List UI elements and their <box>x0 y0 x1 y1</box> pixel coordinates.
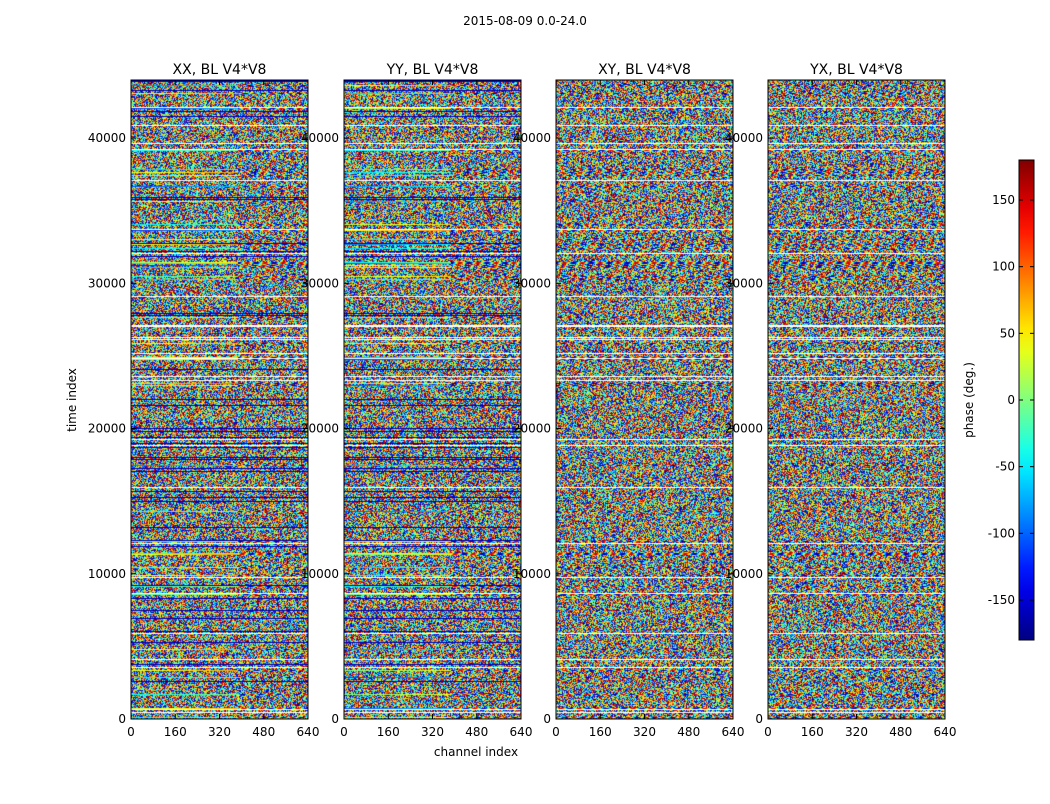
x-tick-label: 320 <box>421 725 444 739</box>
colorbar-tick-label: -100 <box>988 526 1015 540</box>
y-tick-label: 0 <box>755 712 763 726</box>
y-tick-label: 30000 <box>513 276 551 290</box>
y-tick-label: 10000 <box>513 567 551 581</box>
x-tick-label: 640 <box>934 725 957 739</box>
panel-title-1: XX, BL V4*V8 <box>173 62 267 78</box>
x-tick-label: 160 <box>801 725 824 739</box>
colorbar-tick-label: 0 <box>1007 393 1015 407</box>
colorbar-tick-label: 150 <box>992 193 1015 207</box>
y-tick-label: 20000 <box>513 422 551 436</box>
y-tick-label: 20000 <box>88 422 126 436</box>
x-tick-label: 480 <box>465 725 488 739</box>
heatmap-panel-1 <box>131 80 308 719</box>
x-tick-label: 320 <box>633 725 656 739</box>
panel-title-2: YY, BL V4*V8 <box>386 62 479 78</box>
x-tick-label: 480 <box>889 725 912 739</box>
x-tick-label: 640 <box>722 725 745 739</box>
heatmap-panel-3 <box>556 80 733 719</box>
x-tick-label: 320 <box>845 725 868 739</box>
x-tick-label: 0 <box>340 725 348 739</box>
y-tick-label: 30000 <box>301 276 339 290</box>
colorbar-label: phase (deg.) <box>962 362 976 438</box>
y-tick-label: 0 <box>118 712 126 726</box>
x-tick-label: 320 <box>208 725 231 739</box>
x-tick-label: 0 <box>764 725 772 739</box>
y-tick-label: 30000 <box>725 276 763 290</box>
y-tick-label: 40000 <box>725 131 763 145</box>
panel-title-4: YX, BL V4*V8 <box>809 62 903 78</box>
y-tick-label: 20000 <box>301 422 339 436</box>
x-tick-label: 640 <box>297 725 320 739</box>
colorbar-tick-label: 100 <box>992 260 1015 274</box>
x-tick-label: 0 <box>127 725 135 739</box>
x-tick-label: 160 <box>377 725 400 739</box>
y-tick-label: 10000 <box>301 567 339 581</box>
y-tick-label: 40000 <box>301 131 339 145</box>
y-tick-label: 10000 <box>725 567 763 581</box>
x-tick-label: 480 <box>252 725 275 739</box>
x-tick-label: 160 <box>589 725 612 739</box>
panel-title-3: XY, BL V4*V8 <box>598 62 691 78</box>
x-tick-label: 0 <box>552 725 560 739</box>
y-tick-label: 20000 <box>725 422 763 436</box>
y-tick-label: 40000 <box>88 131 126 145</box>
y-tick-label: 10000 <box>88 567 126 581</box>
heatmap-panel-4 <box>768 80 945 719</box>
y-tick-label: 0 <box>331 712 339 726</box>
y-tick-label: 40000 <box>513 131 551 145</box>
colorbar-tick-label: 50 <box>1000 326 1015 340</box>
x-axis-label: channel index <box>434 745 518 759</box>
y-tick-label: 0 <box>543 712 551 726</box>
colorbar-tick-label: -150 <box>988 593 1015 607</box>
y-tick-label: 30000 <box>88 276 126 290</box>
figure-title: 2015-08-09 0.0-24.0 <box>463 14 587 28</box>
x-tick-label: 480 <box>677 725 700 739</box>
colorbar-tick-label: -50 <box>995 460 1015 474</box>
x-tick-label: 640 <box>510 725 533 739</box>
heatmap-panel-2 <box>344 80 521 719</box>
y-axis-label: time index <box>65 368 79 432</box>
x-tick-label: 160 <box>164 725 187 739</box>
